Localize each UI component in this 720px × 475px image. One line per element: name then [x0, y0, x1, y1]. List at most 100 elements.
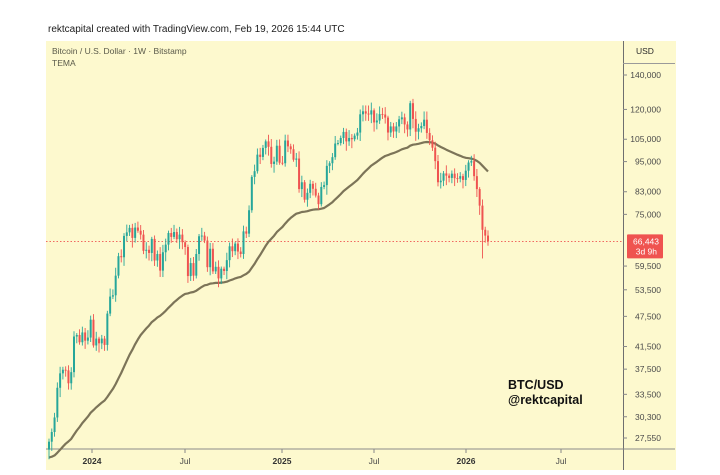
candle-body [453, 173, 456, 179]
candle-body [161, 252, 164, 271]
candle-body [445, 173, 448, 176]
candle [403, 113, 406, 134]
candle-body [100, 338, 103, 344]
candle [100, 334, 103, 350]
candle [339, 135, 342, 146]
candle [217, 260, 220, 288]
candle [253, 164, 256, 185]
candle [395, 122, 398, 139]
y-tick-label: 41,500 [635, 342, 661, 352]
candle-body [117, 256, 120, 276]
candle [481, 199, 484, 259]
candle [359, 109, 362, 142]
candle-body [203, 235, 206, 241]
y-tick-label: 140,000 [630, 70, 661, 80]
candle [423, 111, 426, 130]
candle-body [136, 227, 139, 231]
candle-body [145, 249, 148, 251]
candle-body [267, 141, 270, 147]
tema-layer [48, 140, 489, 459]
candle-body [253, 171, 256, 177]
candle-body [103, 338, 106, 345]
candle [89, 315, 92, 342]
candle-body [431, 140, 434, 148]
candle-body [434, 147, 437, 162]
y-tick-label: 27,550 [635, 433, 661, 443]
candle-body [131, 227, 134, 238]
candle-body [242, 231, 245, 255]
indicator-legend[interactable]: TEMA [52, 58, 76, 68]
candle-body [336, 143, 339, 144]
candle [275, 139, 278, 165]
candle [245, 226, 248, 239]
candle [181, 229, 184, 250]
candle [134, 222, 137, 243]
candle-body [236, 243, 239, 252]
candle [242, 225, 245, 259]
candle-body [167, 232, 170, 245]
candle [434, 141, 437, 170]
candle [270, 139, 273, 168]
candle-body [486, 235, 490, 242]
candle-body [47, 441, 51, 450]
candle-body [175, 232, 178, 240]
candle-body [398, 119, 401, 127]
candle [478, 187, 481, 215]
x-tick-label: 2025 [273, 456, 292, 466]
candle-body [395, 126, 398, 132]
candle [314, 182, 317, 198]
grid-layer [46, 241, 675, 450]
candle-body [323, 185, 326, 187]
candle [398, 115, 401, 133]
candle [248, 205, 251, 238]
candle-body [300, 182, 303, 190]
candle [317, 192, 320, 210]
candle [425, 111, 428, 139]
chart-panel[interactable] [46, 41, 623, 470]
currency-label[interactable]: USD [636, 46, 654, 56]
candle [461, 173, 464, 189]
candle-body [439, 180, 442, 183]
candle [298, 151, 301, 193]
candle [450, 170, 453, 184]
candle [167, 230, 170, 251]
symbol-legend[interactable]: Bitcoin / U.S. Dollar · 1W · Bitstamp [52, 46, 187, 56]
candle [370, 102, 373, 124]
candle-body [114, 275, 117, 296]
candle-body [342, 131, 345, 138]
candle [384, 107, 387, 124]
candle [131, 223, 134, 248]
candle [306, 188, 309, 207]
candle-body [259, 154, 262, 157]
y-tick-label: 75,000 [635, 209, 661, 219]
candle-body [464, 170, 467, 180]
candle [286, 134, 289, 153]
candle-body [270, 146, 273, 164]
candle-body [156, 254, 159, 261]
candle-body [245, 231, 248, 234]
candle-body [275, 145, 278, 162]
candle-body [448, 175, 451, 178]
candle-body [128, 227, 131, 233]
candle-body [475, 176, 478, 190]
candle-body [231, 246, 234, 252]
candle [67, 365, 70, 390]
candle-body [234, 243, 237, 252]
candle [420, 122, 423, 133]
candle [175, 228, 178, 243]
candle-body [73, 336, 76, 373]
candle-body [359, 114, 362, 133]
candle-body [484, 229, 487, 236]
candle [156, 250, 159, 267]
candle-body [111, 295, 114, 297]
candles-layer [47, 98, 490, 460]
candle-body [86, 337, 89, 341]
candle [223, 266, 226, 276]
candle [473, 154, 476, 181]
candle-body [389, 126, 392, 133]
candle-body [339, 137, 342, 144]
candle [225, 252, 228, 280]
candle [256, 148, 259, 174]
candle-body [198, 236, 201, 255]
